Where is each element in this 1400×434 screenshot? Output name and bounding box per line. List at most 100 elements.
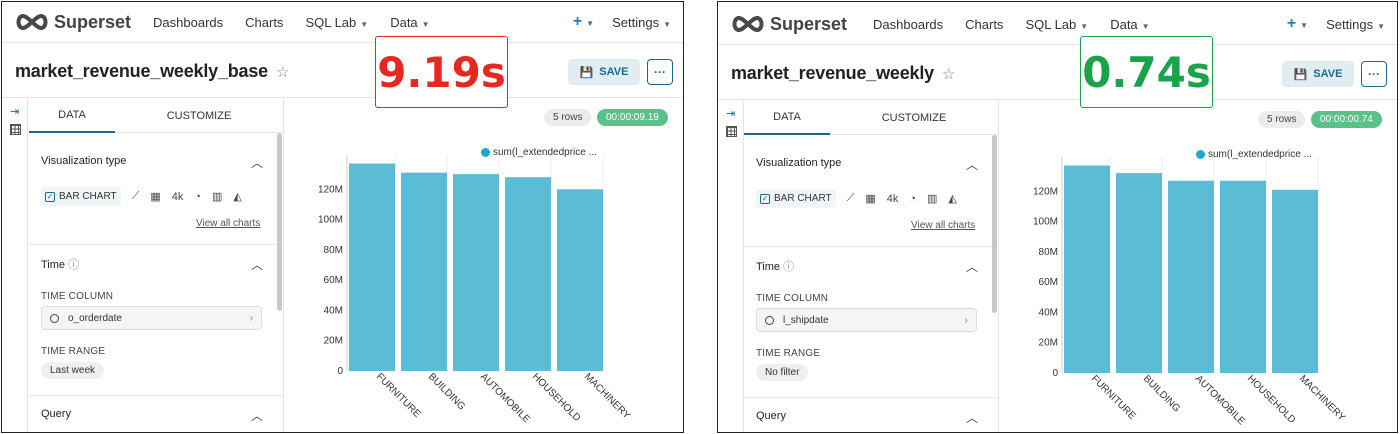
info-icon: ⓘ: [783, 261, 795, 273]
viz-type-heading: Visualization type: [756, 157, 842, 169]
viz-type-heading: Visualization type: [41, 155, 127, 167]
x-tick-label: FURNITURE: [1089, 373, 1138, 422]
chevron-up-icon[interactable]: ︿: [966, 260, 979, 274]
superset-logo[interactable]: Superset: [730, 14, 847, 35]
time-heading: Time ⓘ: [41, 256, 79, 272]
y-tick-label: 80M: [1039, 247, 1058, 258]
pie-chart-icon[interactable]: ◔: [194, 190, 201, 203]
nav-data[interactable]: Data ▼: [1110, 17, 1149, 32]
area-chart-icon[interactable]: ◭: [233, 191, 242, 203]
tab-customize[interactable]: CUSTOMIZE: [881, 112, 947, 124]
bar[interactable]: [401, 172, 447, 371]
nav-dashboards[interactable]: Dashboards: [873, 16, 944, 32]
nav-charts[interactable]: Charts: [965, 16, 1004, 32]
table-icon[interactable]: ▦: [150, 191, 161, 203]
chart-title[interactable]: market_revenue_weekly ☆: [731, 63, 955, 84]
view-all-charts-link[interactable]: View all charts: [911, 220, 976, 231]
settings-menu[interactable]: Settings ▼: [1326, 17, 1385, 32]
y-tick-label: 120M: [318, 184, 343, 195]
tab-data[interactable]: DATA: [744, 101, 830, 135]
new-menu[interactable]: + ▼: [1287, 15, 1308, 33]
more-options-button[interactable]: ···: [647, 59, 673, 85]
bar[interactable]: [557, 189, 603, 371]
histogram-icon[interactable]: ▥: [212, 191, 223, 203]
more-options-button[interactable]: ···: [1361, 61, 1387, 87]
nav-dashboards[interactable]: Dashboards: [153, 14, 224, 30]
bar[interactable]: [453, 174, 499, 371]
histogram-icon[interactable]: ▥: [927, 193, 938, 205]
bar-chart: 0 20M 40M 60M 80M 100M 120M FURNITURE BUILDING AU…: [1033, 157, 1347, 428]
viz-bar-chart[interactable]: ✓ BAR CHART: [41, 187, 121, 206]
chart-title[interactable]: market_revenue_weekly_base ☆: [15, 61, 289, 82]
x-tick-label: AUTOMOBILE: [1193, 373, 1247, 427]
view-all-charts-link[interactable]: View all charts: [196, 218, 261, 229]
time-column-select[interactable]: l_shipdate ›: [756, 308, 977, 332]
control-panel: DATA CUSTOMIZE Visualization type ︿ ✓ BAR…: [29, 99, 284, 432]
time-column-label: TIME COLUMN: [756, 293, 829, 304]
save-icon: 💾: [579, 66, 594, 79]
time-range-value[interactable]: Last week: [41, 362, 105, 379]
nav-data[interactable]: Data ▼: [390, 15, 429, 30]
chevron-up-icon[interactable]: ︿: [966, 158, 979, 172]
bar[interactable]: [349, 163, 395, 371]
nav-sql-lab[interactable]: SQL Lab ▼: [305, 15, 368, 30]
superset-logo[interactable]: Superset: [14, 12, 131, 33]
line-chart-icon[interactable]: ⟋: [131, 190, 140, 202]
explore-window-optimized: Superset Dashboards Charts SQL Lab ▼ Data…: [717, 1, 1398, 433]
control-scrollbar[interactable]: [992, 135, 997, 313]
settings-menu[interactable]: Settings ▼: [612, 15, 671, 30]
time-column-value: o_orderdate: [68, 312, 122, 324]
bar[interactable]: [1116, 173, 1162, 373]
dataset-grid-icon[interactable]: [726, 126, 737, 137]
new-menu[interactable]: + ▼: [573, 13, 594, 31]
nav-sql-lab[interactable]: SQL Lab ▼: [1025, 17, 1088, 32]
x-tick-label: HOUSEHOLD: [530, 371, 583, 424]
y-tick-label: 20M: [324, 336, 343, 347]
star-icon[interactable]: ☆: [275, 64, 290, 81]
chevron-up-icon[interactable]: ︿: [966, 411, 979, 425]
bar[interactable]: [1168, 180, 1214, 373]
caret-down-icon: ▼: [663, 19, 671, 29]
line-chart-icon[interactable]: ⟋: [846, 192, 855, 204]
area-chart-icon[interactable]: ◭: [948, 193, 957, 205]
time-column-select[interactable]: o_orderdate ›: [41, 306, 262, 330]
control-panel: DATA CUSTOMIZE Visualization type ︿ ✓ BAR…: [744, 101, 999, 432]
chevron-up-icon[interactable]: ︿: [251, 409, 264, 423]
time-heading: Time ⓘ: [756, 258, 794, 274]
table-icon[interactable]: ▦: [865, 193, 876, 205]
control-scrollbar[interactable]: [277, 133, 282, 311]
nav-data-label: Data: [1110, 16, 1138, 32]
caret-down-icon: ▼: [1141, 21, 1150, 31]
bar[interactable]: [1220, 180, 1266, 373]
big-number-icon[interactable]: 4k: [886, 192, 899, 205]
expand-panel-icon[interactable]: ⇥: [10, 106, 20, 118]
dataset-grid-icon[interactable]: [10, 124, 21, 135]
x-tick-label: AUTOMOBILE: [478, 371, 532, 425]
time-column-value: l_shipdate: [783, 314, 829, 326]
chart-legend[interactable]: sum(l_extendedprice ...: [1196, 149, 1312, 160]
save-button[interactable]: 💾 SAVE: [568, 59, 640, 85]
clock-icon: [50, 313, 59, 323]
tab-customize[interactable]: CUSTOMIZE: [166, 110, 232, 122]
expand-panel-icon[interactable]: ⇥: [726, 108, 736, 120]
time-range-label: TIME RANGE: [756, 348, 821, 359]
pie-chart-icon[interactable]: ◔: [909, 192, 916, 205]
bar[interactable]: [505, 177, 551, 371]
chart-legend[interactable]: sum(l_extendedprice ...: [481, 147, 597, 158]
time-range-value[interactable]: No filter: [756, 364, 809, 381]
superset-logo-icon: [732, 15, 764, 33]
bar[interactable]: [1272, 189, 1318, 373]
time-heading-text: Time: [41, 259, 66, 271]
x-tick-label: MACHINERY: [582, 371, 632, 421]
chevron-up-icon[interactable]: ︿: [251, 258, 264, 272]
clock-icon: [765, 315, 774, 325]
tab-data[interactable]: DATA: [29, 99, 115, 133]
star-icon[interactable]: ☆: [941, 66, 956, 83]
chevron-up-icon[interactable]: ︿: [251, 156, 264, 170]
viz-bar-chart[interactable]: ✓ BAR CHART: [756, 189, 836, 208]
big-number-icon[interactable]: 4k: [171, 190, 184, 203]
save-button[interactable]: 💾 SAVE: [1282, 61, 1354, 87]
nav-charts[interactable]: Charts: [245, 14, 284, 30]
top-nav: Superset Dashboards Charts SQL Lab ▼ Data…: [718, 4, 1397, 44]
bar[interactable]: [1064, 165, 1110, 373]
